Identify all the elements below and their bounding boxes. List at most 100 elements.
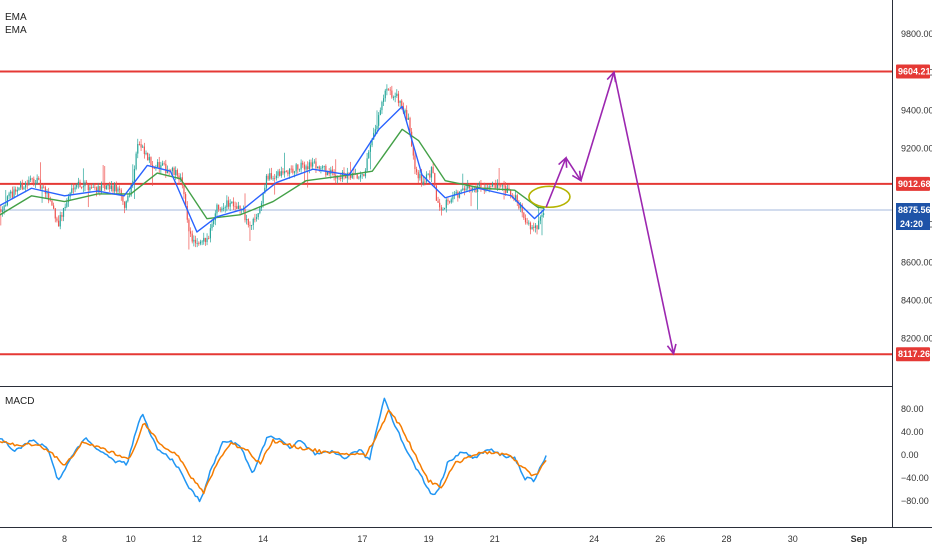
candle-body — [1, 210, 4, 212]
candle-body — [310, 162, 312, 167]
candle-body — [20, 182, 22, 188]
candle-body — [498, 184, 500, 186]
candle-body — [74, 187, 76, 190]
candle-body — [274, 177, 276, 179]
candle-body — [541, 214, 543, 217]
candle-body — [72, 188, 75, 190]
candle-body — [452, 195, 454, 200]
candle-body — [26, 183, 28, 185]
ema-label-1: EMA — [5, 12, 27, 23]
candle-body — [407, 117, 409, 120]
last-price-label: 8875.56 — [898, 205, 931, 215]
candle-body — [391, 90, 393, 98]
candle-body — [59, 214, 61, 227]
candle-body — [51, 200, 53, 206]
candle-body — [290, 168, 292, 170]
candle-body — [128, 195, 131, 197]
candle-body — [490, 186, 492, 188]
time-tick-label: 19 — [424, 534, 434, 544]
candle-body — [510, 189, 512, 196]
candle-body — [102, 183, 104, 185]
candle-body — [295, 164, 297, 172]
candle-body — [206, 238, 208, 243]
candle-body — [514, 195, 517, 200]
candle-body — [18, 187, 20, 190]
candle-body — [193, 239, 195, 242]
candle-body — [53, 205, 55, 209]
candle-body — [100, 183, 103, 192]
candle-body — [435, 185, 437, 201]
candle-body — [137, 144, 139, 154]
candle-body — [285, 171, 287, 172]
candle-body — [529, 222, 532, 230]
candle-body — [211, 224, 213, 229]
candle-body — [292, 168, 294, 173]
indicator-labels: EMA EMA MACD — [5, 12, 34, 407]
candle-body — [467, 184, 469, 189]
candle-body — [396, 93, 398, 96]
drawings[interactable] — [528, 70, 677, 356]
candle-body — [269, 173, 271, 180]
candle-body — [140, 144, 142, 148]
candle-body — [34, 183, 37, 185]
candle-body — [480, 184, 482, 188]
candle-body — [57, 220, 60, 227]
candle-body — [259, 207, 261, 214]
candle-body — [488, 186, 490, 190]
candle-body — [315, 161, 317, 169]
candle-body — [21, 182, 23, 190]
candle-body — [254, 218, 256, 220]
price-tick-label: 9400.00 — [901, 105, 932, 115]
candle-body — [338, 177, 340, 179]
candle-body — [439, 202, 441, 208]
candle-body — [208, 238, 210, 239]
level-price-label: 8117.26 — [898, 349, 930, 359]
candle-body — [5, 205, 7, 206]
candle-body — [156, 162, 159, 168]
candle-body — [90, 187, 93, 188]
horizontal-levels[interactable] — [0, 70, 892, 356]
candle-body — [369, 145, 372, 152]
candle-body — [425, 174, 428, 182]
candle-body — [387, 88, 390, 90]
candle-body — [132, 180, 134, 186]
candle-body — [538, 220, 540, 230]
candle-body — [350, 175, 352, 178]
candle-body — [186, 206, 188, 220]
candle-body — [519, 204, 522, 209]
candle-body — [501, 185, 503, 187]
macd-pane[interactable] — [0, 397, 547, 503]
candle-body — [214, 213, 216, 221]
candle-body — [183, 185, 185, 195]
projection-arrowhead — [666, 343, 677, 356]
highlight-ellipse[interactable] — [528, 185, 571, 209]
projection-arrow-segment[interactable] — [580, 72, 615, 181]
candle-body — [16, 189, 18, 192]
candle-body — [320, 167, 322, 169]
candle-body — [71, 188, 73, 193]
candle-body — [125, 201, 127, 208]
candle-body — [112, 185, 114, 192]
candle-body — [500, 185, 502, 187]
candle-body — [10, 191, 12, 194]
projection-arrow-segment[interactable] — [613, 72, 675, 354]
candle-body — [62, 208, 65, 217]
candle-body — [145, 152, 147, 155]
time-tick-label: Sep — [851, 534, 868, 544]
candle-body — [399, 100, 401, 103]
candle-body — [252, 218, 254, 226]
price-tick-label: 9200.00 — [901, 143, 932, 153]
candle-body — [331, 169, 334, 172]
candle-body — [94, 186, 96, 188]
candle-body — [31, 178, 33, 180]
candle-body — [209, 228, 211, 239]
candle-body — [345, 174, 347, 179]
ema-lines — [0, 105, 545, 233]
projection-arrow-segment[interactable] — [545, 157, 567, 208]
candle-body — [493, 183, 495, 185]
candle-body — [105, 185, 108, 190]
projection-arrow-segment[interactable] — [565, 157, 582, 182]
candle-body — [216, 204, 218, 214]
candle-body — [199, 241, 202, 244]
